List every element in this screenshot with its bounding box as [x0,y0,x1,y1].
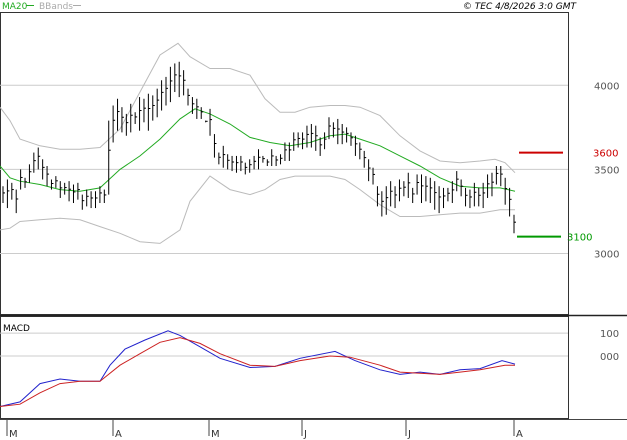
x-tick-label-2: M [211,429,220,440]
x-tick-label-4: J [407,429,411,440]
x-tick-label-5: A [516,429,523,440]
macd-ytick-label-0: 000 [600,352,619,363]
macd-signal-line [0,337,515,407]
resistance-label: 3600 [593,149,618,160]
bband-upper-line [0,42,516,174]
x-tick-label-3: J [303,429,307,440]
macd-ytick-label-1: 100 [600,329,619,340]
macd-panel-label: MACD [3,324,30,334]
ma-legend-label: MA20 [2,2,28,12]
bbands-legend-label: BBands [39,2,73,12]
x-tick-label-1: A [115,429,122,440]
x-tick-label-0: M [9,429,18,440]
support-label: 3100 [567,233,592,244]
timestamp: © TEC 4/8/2026 3:0 GMT [463,2,578,12]
price-ytick-label-2: 4000 [594,81,619,92]
price-ytick-label-0: 3000 [594,249,619,260]
price-ytick-label-1: 3500 [594,165,619,176]
bband-lower-line [0,175,515,244]
price-panel-frame [0,12,569,315]
